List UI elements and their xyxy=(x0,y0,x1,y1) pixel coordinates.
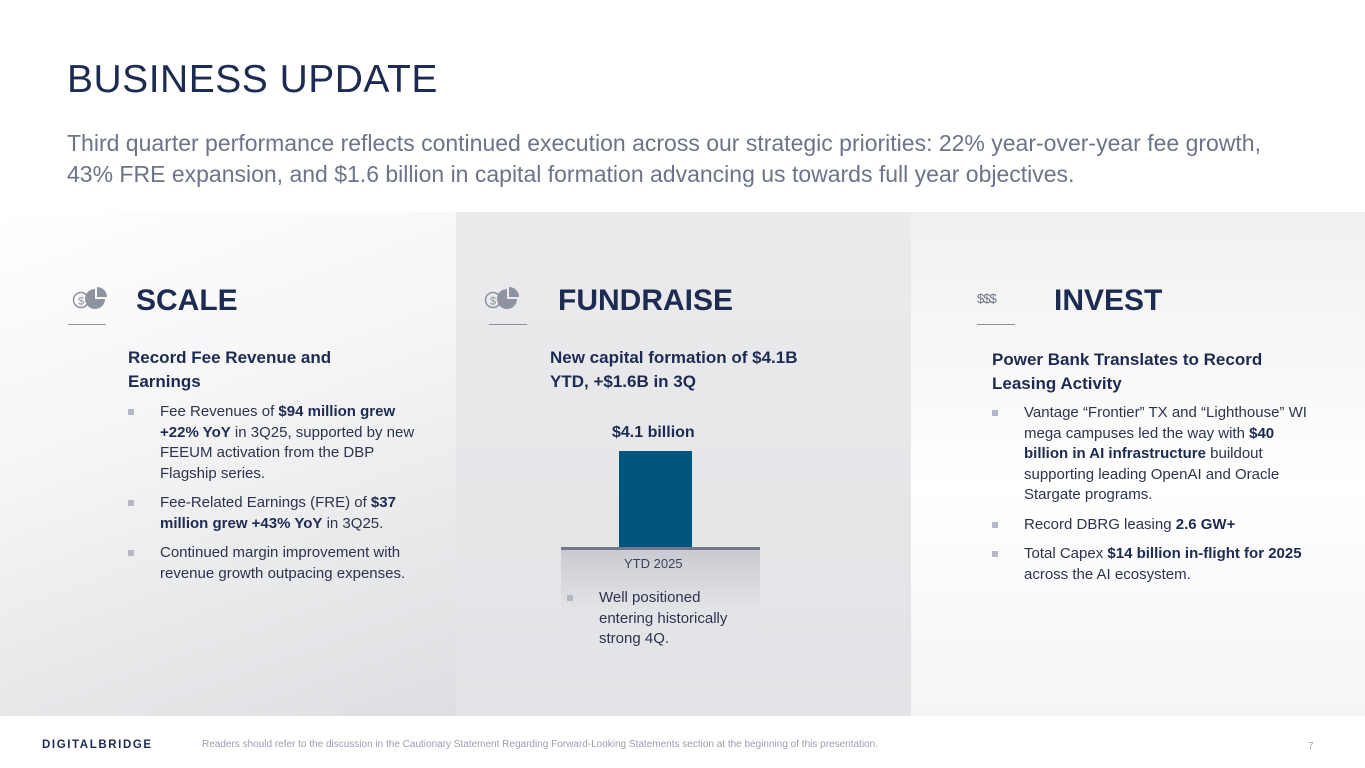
slide-title: BUSINESS UPDATE xyxy=(67,58,438,101)
slide-subtitle: Third quarter performance reflects conti… xyxy=(67,130,1261,187)
scale-bullet: Continued margin improvement with revenu… xyxy=(128,543,418,584)
invest-panel xyxy=(911,212,1365,716)
dollar-pie-chart-icon: $ xyxy=(484,287,519,309)
fundraise-title: FUNDRAISE xyxy=(558,284,734,317)
fundraise-bullet-list: Well positioned entering historically st… xyxy=(567,588,757,659)
scale-title: SCALE xyxy=(136,284,238,317)
fundraise-icon-rule xyxy=(489,324,527,325)
invest-bullet: Vantage “Frontier” TX and “Lighthouse” W… xyxy=(992,403,1322,506)
invest-title: INVEST xyxy=(1054,284,1163,317)
invest-icon-rule xyxy=(977,324,1015,325)
chart-category-label: YTD 2025 xyxy=(624,556,683,571)
chart-axis-line xyxy=(561,547,760,550)
footer-disclaimer: Readers should refer to the discussion i… xyxy=(202,739,878,750)
scale-panel xyxy=(0,212,456,716)
page-number: 7 xyxy=(1308,741,1314,752)
fundraise-heading: New capital formation of $4.1B YTD, +$1.… xyxy=(550,348,798,391)
chart-baseline-shadow xyxy=(561,550,760,650)
svg-text:$: $ xyxy=(490,296,496,308)
chart-bar-ytd-2025 xyxy=(619,451,692,548)
chart-data-label: $4.1 billion xyxy=(612,424,695,441)
scale-heading: Record Fee Revenue and Earnings xyxy=(128,348,332,391)
invest-heading: Power Bank Translates to Record Leasing … xyxy=(992,350,1263,393)
invest-bullet: Total Capex $14 billion in-flight for 20… xyxy=(992,544,1322,585)
scale-bullet-list: Fee Revenues of $94 million grew +22% Yo… xyxy=(128,402,418,593)
company-logo: DIGITALBRIDGE xyxy=(42,739,153,751)
scale-icon-rule xyxy=(68,324,106,325)
svg-text:$: $ xyxy=(78,296,84,308)
scale-bullet: Fee-Related Earnings (FRE) of $37 millio… xyxy=(128,493,418,534)
fundraise-bullet: Well positioned entering historically st… xyxy=(567,588,757,650)
invest-bullet-list: Vantage “Frontier” TX and “Lighthouse” W… xyxy=(992,403,1322,594)
scale-bullet: Fee Revenues of $94 million grew +22% Yo… xyxy=(128,402,418,484)
dollar-pie-chart-icon: $ xyxy=(72,287,107,309)
invest-bullet: Record DBRG leasing 2.6 GW+ xyxy=(992,515,1322,536)
triple-dollar-icon: $$$ xyxy=(977,291,997,306)
